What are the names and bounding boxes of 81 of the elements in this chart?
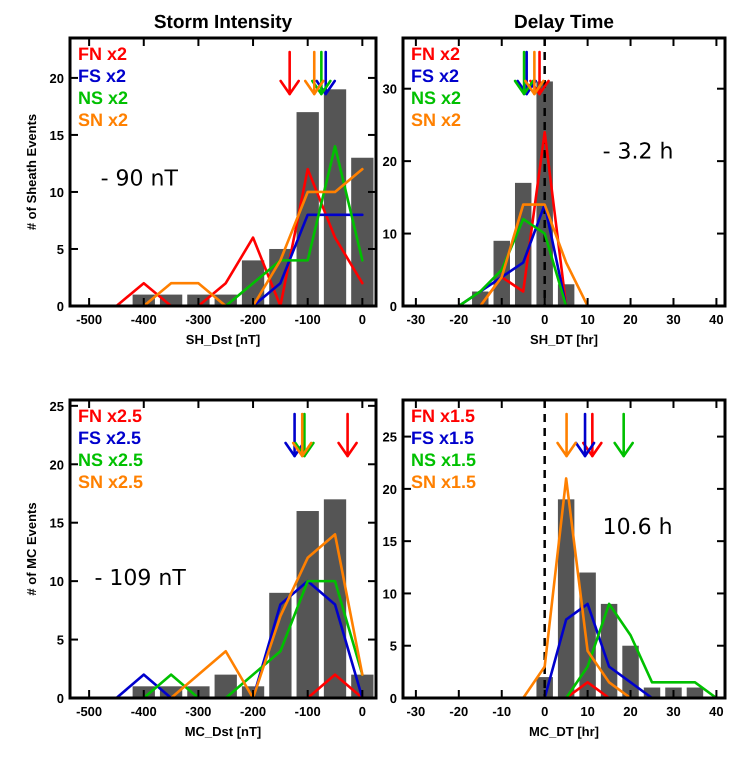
text: FN x2 — [411, 44, 460, 64]
text: NS x1.5 — [411, 450, 476, 470]
x-tick-label: -100 — [294, 312, 321, 327]
text: SN x2 — [78, 110, 128, 130]
y-tick-label: 5 — [390, 638, 397, 654]
text: FS x1.5 — [411, 428, 474, 448]
annotation: - 90 nT — [100, 166, 178, 192]
text: FS x2.5 — [78, 428, 142, 448]
text: FS x2 — [78, 66, 126, 86]
x-tick-label: 20 — [623, 704, 638, 719]
y-tick-label: 10 — [50, 184, 64, 200]
text: NS x2 — [78, 88, 128, 108]
y-tick-label: 20 — [50, 70, 64, 86]
x-tick-label: 10 — [580, 312, 595, 327]
x-axis-title: MC_DT [hr] — [528, 724, 600, 739]
x-tick-label: -10 — [492, 704, 512, 719]
line-series — [564, 602, 718, 698]
x-tick-label: 30 — [666, 704, 681, 719]
x-tick-label: -400 — [130, 704, 157, 719]
x-tick-label: 20 — [623, 312, 638, 327]
y-tick-label: 0 — [390, 691, 397, 706]
x-tick-label: -20 — [449, 312, 468, 327]
y-tick-label: 0 — [390, 299, 397, 314]
x-tick-label: -30 — [406, 704, 426, 719]
x-tick-label: -200 — [240, 312, 266, 327]
y-tick-label: 5 — [56, 242, 64, 257]
text: SN x2 — [411, 110, 462, 130]
text: FN x1.5 — [411, 406, 476, 426]
y-tick-label: 10 — [382, 226, 397, 242]
x-tick-label: -100 — [294, 704, 321, 719]
x-tick-label: 30 — [666, 312, 681, 327]
y-tick-label: 15 — [50, 128, 64, 143]
x-axis-title: SH_Dst [nT] — [186, 332, 260, 347]
y-tick-label: 15 — [50, 516, 64, 531]
line-series — [543, 602, 654, 698]
x-tick-label: -10 — [492, 312, 512, 327]
y-tick-label: 20 — [50, 457, 64, 472]
x-tick-label: -20 — [449, 704, 468, 719]
y-tick-label: 25 — [50, 398, 64, 414]
y-axis-title: # of Sheath Events — [24, 114, 39, 230]
y-tick-label: 5 — [56, 632, 64, 648]
x-tick-label: 40 — [709, 312, 724, 327]
text: NS x2 — [411, 88, 462, 108]
chart-title: Storm Intensity — [154, 12, 293, 33]
text: SN x2.5 — [78, 472, 144, 492]
annotation: - 109 nT — [94, 566, 186, 591]
x-tick-label: 40 — [709, 704, 724, 719]
y-tick-label: 30 — [382, 82, 397, 97]
x-tick-label: 0 — [541, 704, 548, 719]
x-tick-label: 0 — [541, 312, 548, 327]
line-series — [224, 145, 364, 306]
text: FN x2 — [78, 44, 128, 64]
x-tick-label: -300 — [185, 312, 212, 327]
x-tick-label: -400 — [130, 312, 157, 327]
x-axis-title: MC_Dst [nT] — [184, 724, 262, 739]
line-series — [478, 203, 589, 306]
y-tick-label: 10 — [50, 574, 64, 590]
y-tick-label: 0 — [56, 691, 64, 706]
y-tick-label: 10 — [382, 586, 397, 602]
x-tick-label: -500 — [76, 704, 102, 719]
x-tick-label: -300 — [185, 704, 212, 719]
text: SN x1.5 — [411, 472, 476, 492]
x-tick-label: -500 — [76, 312, 102, 327]
chart-title: Delay Time — [514, 12, 614, 33]
text: FN x2.5 — [78, 406, 142, 426]
x-tick-label: -200 — [240, 704, 266, 719]
y-tick-label: 20 — [382, 482, 397, 497]
text: NS x2.5 — [78, 450, 144, 470]
x-axis-title: SH_DT [hr] — [530, 332, 598, 347]
x-tick-label: -30 — [406, 312, 426, 327]
y-axis-title: # of MC Events — [24, 502, 39, 596]
y-tick-label: 25 — [382, 430, 397, 445]
x-tick-label: 0 — [358, 704, 366, 719]
annotation: - 3.2 h — [602, 140, 674, 165]
y-tick-label: 0 — [56, 299, 64, 314]
text: FS x2 — [411, 66, 460, 86]
y-tick-label: 20 — [382, 154, 397, 170]
y-tick-label: 15 — [382, 534, 397, 550]
annotation: 10.6 h — [602, 515, 673, 540]
x-tick-label: 0 — [358, 312, 366, 327]
x-tick-label: 10 — [580, 704, 595, 719]
